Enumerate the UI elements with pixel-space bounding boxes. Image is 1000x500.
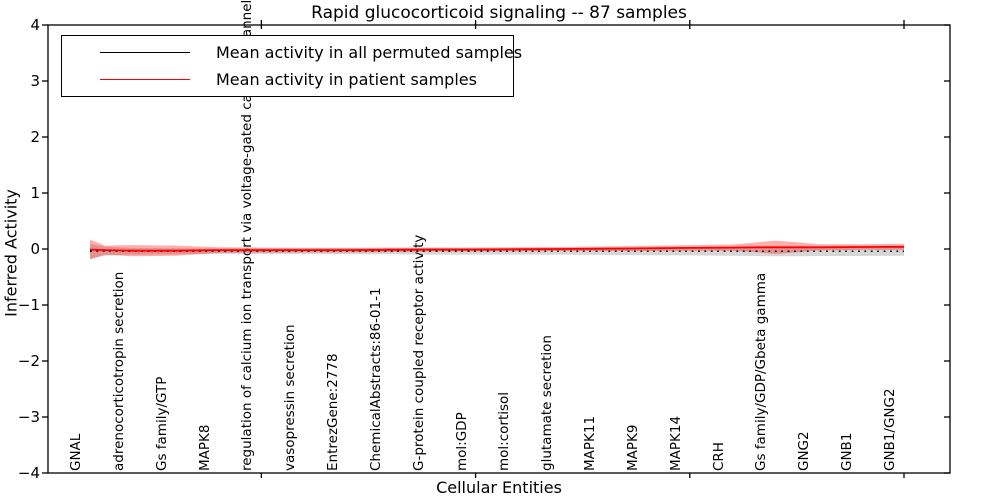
y-tick-label: 1: [30, 184, 40, 202]
legend-row-patient: Mean activity in patient samples: [62, 70, 513, 89]
legend-label-patient: Mean activity in patient samples: [216, 69, 477, 89]
y-tick-label: 2: [30, 128, 40, 146]
legend-label-permuted: Mean activity in all permuted samples: [216, 43, 523, 63]
legend-line-sample-black: [100, 52, 190, 54]
y-tick-label: −2: [17, 352, 40, 370]
legend-row-permuted: Mean activity in all permuted samples: [62, 43, 522, 62]
legend: Mean activity in all permuted samples Me…: [61, 35, 522, 97]
y-tick-label: 4: [30, 16, 40, 34]
y-tick-label: −1: [17, 296, 40, 314]
y-tick-label: −3: [17, 408, 40, 426]
y-tick-label: −4: [17, 464, 40, 482]
patient-mean-line: [89, 245, 905, 252]
y-tick-label: 3: [30, 72, 40, 90]
chart-title: Rapid glucocorticoid signaling -- 87 sam…: [311, 3, 687, 23]
y-tick-label: 0: [30, 240, 40, 258]
y-axis-label: Inferred Activity: [1, 189, 21, 317]
x-axis-label: Cellular Entities: [436, 478, 562, 497]
legend-line-sample-red: [100, 78, 190, 80]
